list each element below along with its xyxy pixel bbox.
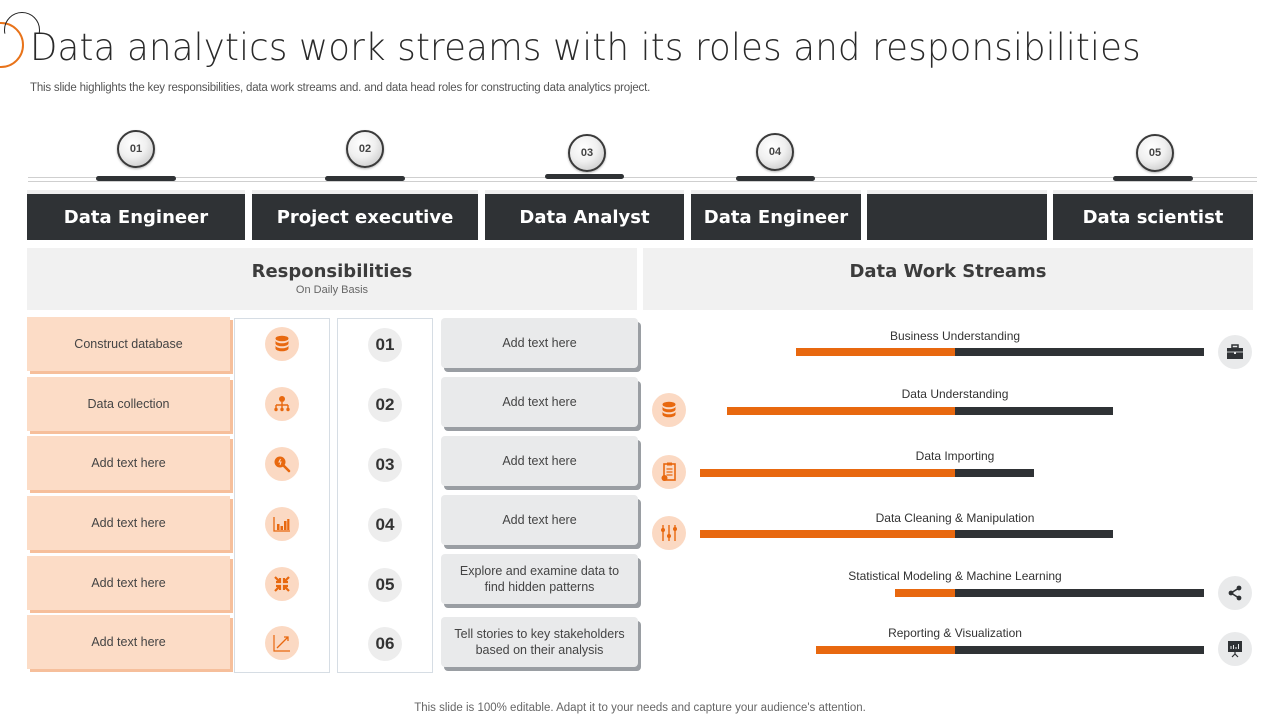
row-number: 03 bbox=[368, 448, 402, 482]
briefcase-icon bbox=[1218, 335, 1252, 369]
stream-bar-left bbox=[796, 348, 955, 356]
responsibility-left-item: Construct database bbox=[27, 317, 230, 371]
responsibilities-header: Responsibilities On Daily Basis bbox=[27, 248, 637, 310]
role-box: Data Engineer bbox=[691, 190, 861, 240]
responsibility-right-item: Add text here bbox=[441, 377, 638, 427]
step-marker bbox=[545, 174, 624, 179]
stream-bar-right bbox=[955, 646, 1204, 654]
stream-bar-right bbox=[955, 589, 1204, 597]
responsibility-right-item: Add text here bbox=[441, 318, 638, 368]
stream-bar-left bbox=[700, 530, 955, 538]
share-icon[interactable] bbox=[1218, 576, 1252, 610]
responsibility-right-item: Add text here bbox=[441, 436, 638, 486]
row-number: 05 bbox=[368, 568, 402, 602]
step-marker bbox=[96, 176, 176, 181]
stream-label: Reporting & Visualization bbox=[888, 626, 1022, 640]
stream-label: Statistical Modeling & Machine Learning bbox=[848, 569, 1062, 583]
collapse-arrows-icon bbox=[265, 567, 299, 601]
page-title: Data analytics work streams with its rol… bbox=[30, 26, 1141, 69]
responsibilities-title: Responsibilities bbox=[251, 261, 413, 282]
role-box: Data Analyst bbox=[485, 190, 684, 240]
stream-bar-right bbox=[955, 469, 1034, 477]
responsibility-left-item: Add text here bbox=[27, 556, 230, 610]
bar-chart-icon bbox=[265, 507, 299, 541]
stream-bar-right bbox=[955, 407, 1113, 415]
clipboard-icon bbox=[652, 455, 686, 489]
search-icon bbox=[265, 447, 299, 481]
page-subtitle: This slide highlights the key responsibi… bbox=[30, 82, 651, 94]
stream-label: Business Understanding bbox=[889, 329, 1021, 343]
step-number-badge: 05 bbox=[1136, 134, 1174, 172]
stream-bar-left bbox=[700, 469, 955, 477]
presentation-icon bbox=[1218, 632, 1252, 666]
work-streams-title: Data Work Streams bbox=[849, 261, 1047, 282]
responsibility-right-item: Explore and examine data to find hidden … bbox=[441, 554, 638, 604]
role-box: Data scientist bbox=[1053, 190, 1253, 240]
row-number: 04 bbox=[368, 508, 402, 542]
work-streams-header: Data Work Streams bbox=[643, 248, 1253, 310]
growth-chart-icon bbox=[265, 626, 299, 660]
responsibility-left-item: Add text here bbox=[27, 615, 230, 669]
responsibility-left-item: Add text here bbox=[27, 496, 230, 550]
row-number: 06 bbox=[368, 627, 402, 661]
stream-bar-right bbox=[955, 348, 1204, 356]
role-box: Data Engineer bbox=[27, 190, 245, 240]
stream-bar-right bbox=[955, 530, 1113, 538]
row-number: 01 bbox=[368, 328, 402, 362]
timeline-line-2 bbox=[28, 181, 1257, 182]
sliders-icon bbox=[652, 516, 686, 550]
database-icon bbox=[265, 327, 299, 361]
stream-label: Data Importing bbox=[915, 449, 995, 463]
step-marker bbox=[325, 176, 405, 181]
number-column bbox=[337, 318, 433, 673]
stream-bar-left bbox=[727, 407, 955, 415]
step-number-badge: 03 bbox=[568, 134, 606, 172]
responsibilities-subtitle: On Daily Basis bbox=[295, 284, 369, 296]
step-number-badge: 04 bbox=[756, 133, 794, 171]
step-marker bbox=[1113, 176, 1193, 181]
role-box-empty bbox=[867, 190, 1047, 240]
stream-bar-left bbox=[895, 589, 955, 597]
responsibility-right-item: Add text here bbox=[441, 495, 638, 545]
icon-column bbox=[234, 318, 330, 673]
responsibility-right-item: Tell stories to key stakeholders based o… bbox=[441, 617, 638, 667]
step-marker bbox=[736, 176, 815, 181]
step-number-badge: 01 bbox=[117, 130, 155, 168]
hierarchy-icon bbox=[265, 387, 299, 421]
stream-label: Data Cleaning & Manipulation bbox=[875, 511, 1035, 525]
role-box: Project executive bbox=[252, 190, 478, 240]
timeline-line bbox=[28, 177, 1257, 178]
responsibility-left-item: Data collection bbox=[27, 377, 230, 431]
database-icon bbox=[652, 393, 686, 427]
footer-note: This slide is 100% editable. Adapt it to… bbox=[414, 702, 866, 714]
step-number-badge: 02 bbox=[346, 130, 384, 168]
responsibility-left-item: Add text here bbox=[27, 436, 230, 490]
row-number: 02 bbox=[368, 388, 402, 422]
stream-label: Data Understanding bbox=[901, 387, 1009, 401]
stream-bar-left bbox=[816, 646, 955, 654]
